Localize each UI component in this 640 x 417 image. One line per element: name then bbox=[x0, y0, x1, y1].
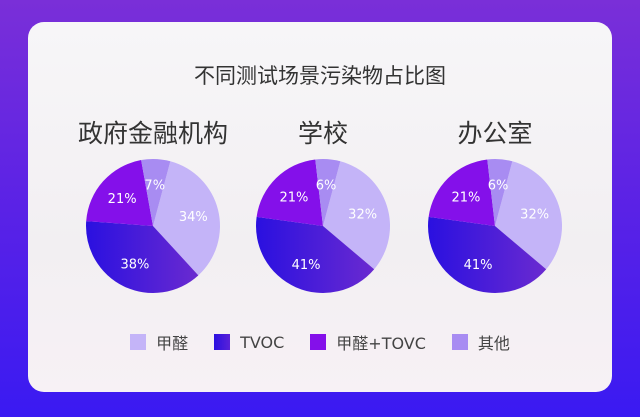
legend-item-2: 甲醛+TOVC bbox=[310, 330, 426, 354]
pie-slice bbox=[153, 161, 220, 276]
legend: 甲醛 TVOC 甲醛+TOVC 其他 bbox=[0, 330, 640, 354]
pie-slice bbox=[256, 216, 375, 293]
legend-label: 甲醛+TOVC bbox=[336, 334, 426, 353]
pie-slice bbox=[141, 159, 171, 226]
pie-slice bbox=[86, 160, 153, 226]
pie-slice bbox=[428, 159, 495, 226]
pie-slice bbox=[323, 161, 390, 270]
legend-swatch bbox=[130, 334, 147, 350]
pie-slice bbox=[256, 159, 323, 226]
data-label: 34% bbox=[179, 210, 208, 225]
pie-title-2: 办公室 bbox=[457, 119, 533, 148]
data-label: 21% bbox=[451, 190, 480, 205]
legend-label: 甲醛 bbox=[156, 334, 189, 353]
pie-title-0: 政府金融机构 bbox=[77, 119, 228, 148]
data-label: 41% bbox=[464, 258, 493, 273]
pie-slice bbox=[428, 216, 547, 293]
data-label: 6% bbox=[488, 179, 509, 194]
data-label: 6% bbox=[316, 179, 337, 194]
legend-label: 其他 bbox=[477, 334, 510, 353]
data-label: 21% bbox=[279, 190, 308, 205]
data-label: 21% bbox=[108, 192, 137, 207]
legend-swatch bbox=[451, 334, 468, 350]
data-label: 32% bbox=[520, 208, 549, 223]
legend-item-3: 其他 bbox=[451, 330, 510, 354]
chart-title: 不同测试场景污染物占比图 bbox=[194, 64, 446, 88]
data-label: 41% bbox=[292, 258, 321, 273]
legend-item-0: 甲醛 bbox=[130, 330, 188, 354]
pie-slice bbox=[487, 159, 513, 226]
pie-slice bbox=[85, 221, 199, 293]
legend-label: TVOC bbox=[240, 332, 285, 352]
legend-swatch bbox=[214, 334, 231, 350]
data-label: 32% bbox=[348, 208, 377, 223]
pie-slice bbox=[315, 159, 341, 226]
data-label: 38% bbox=[120, 257, 149, 272]
legend-swatch bbox=[310, 334, 327, 350]
legend-item-1: TVOC bbox=[214, 330, 284, 354]
pie-slice bbox=[495, 161, 562, 270]
pie-title-1: 学校 bbox=[297, 119, 348, 148]
data-label: 7% bbox=[144, 178, 165, 193]
